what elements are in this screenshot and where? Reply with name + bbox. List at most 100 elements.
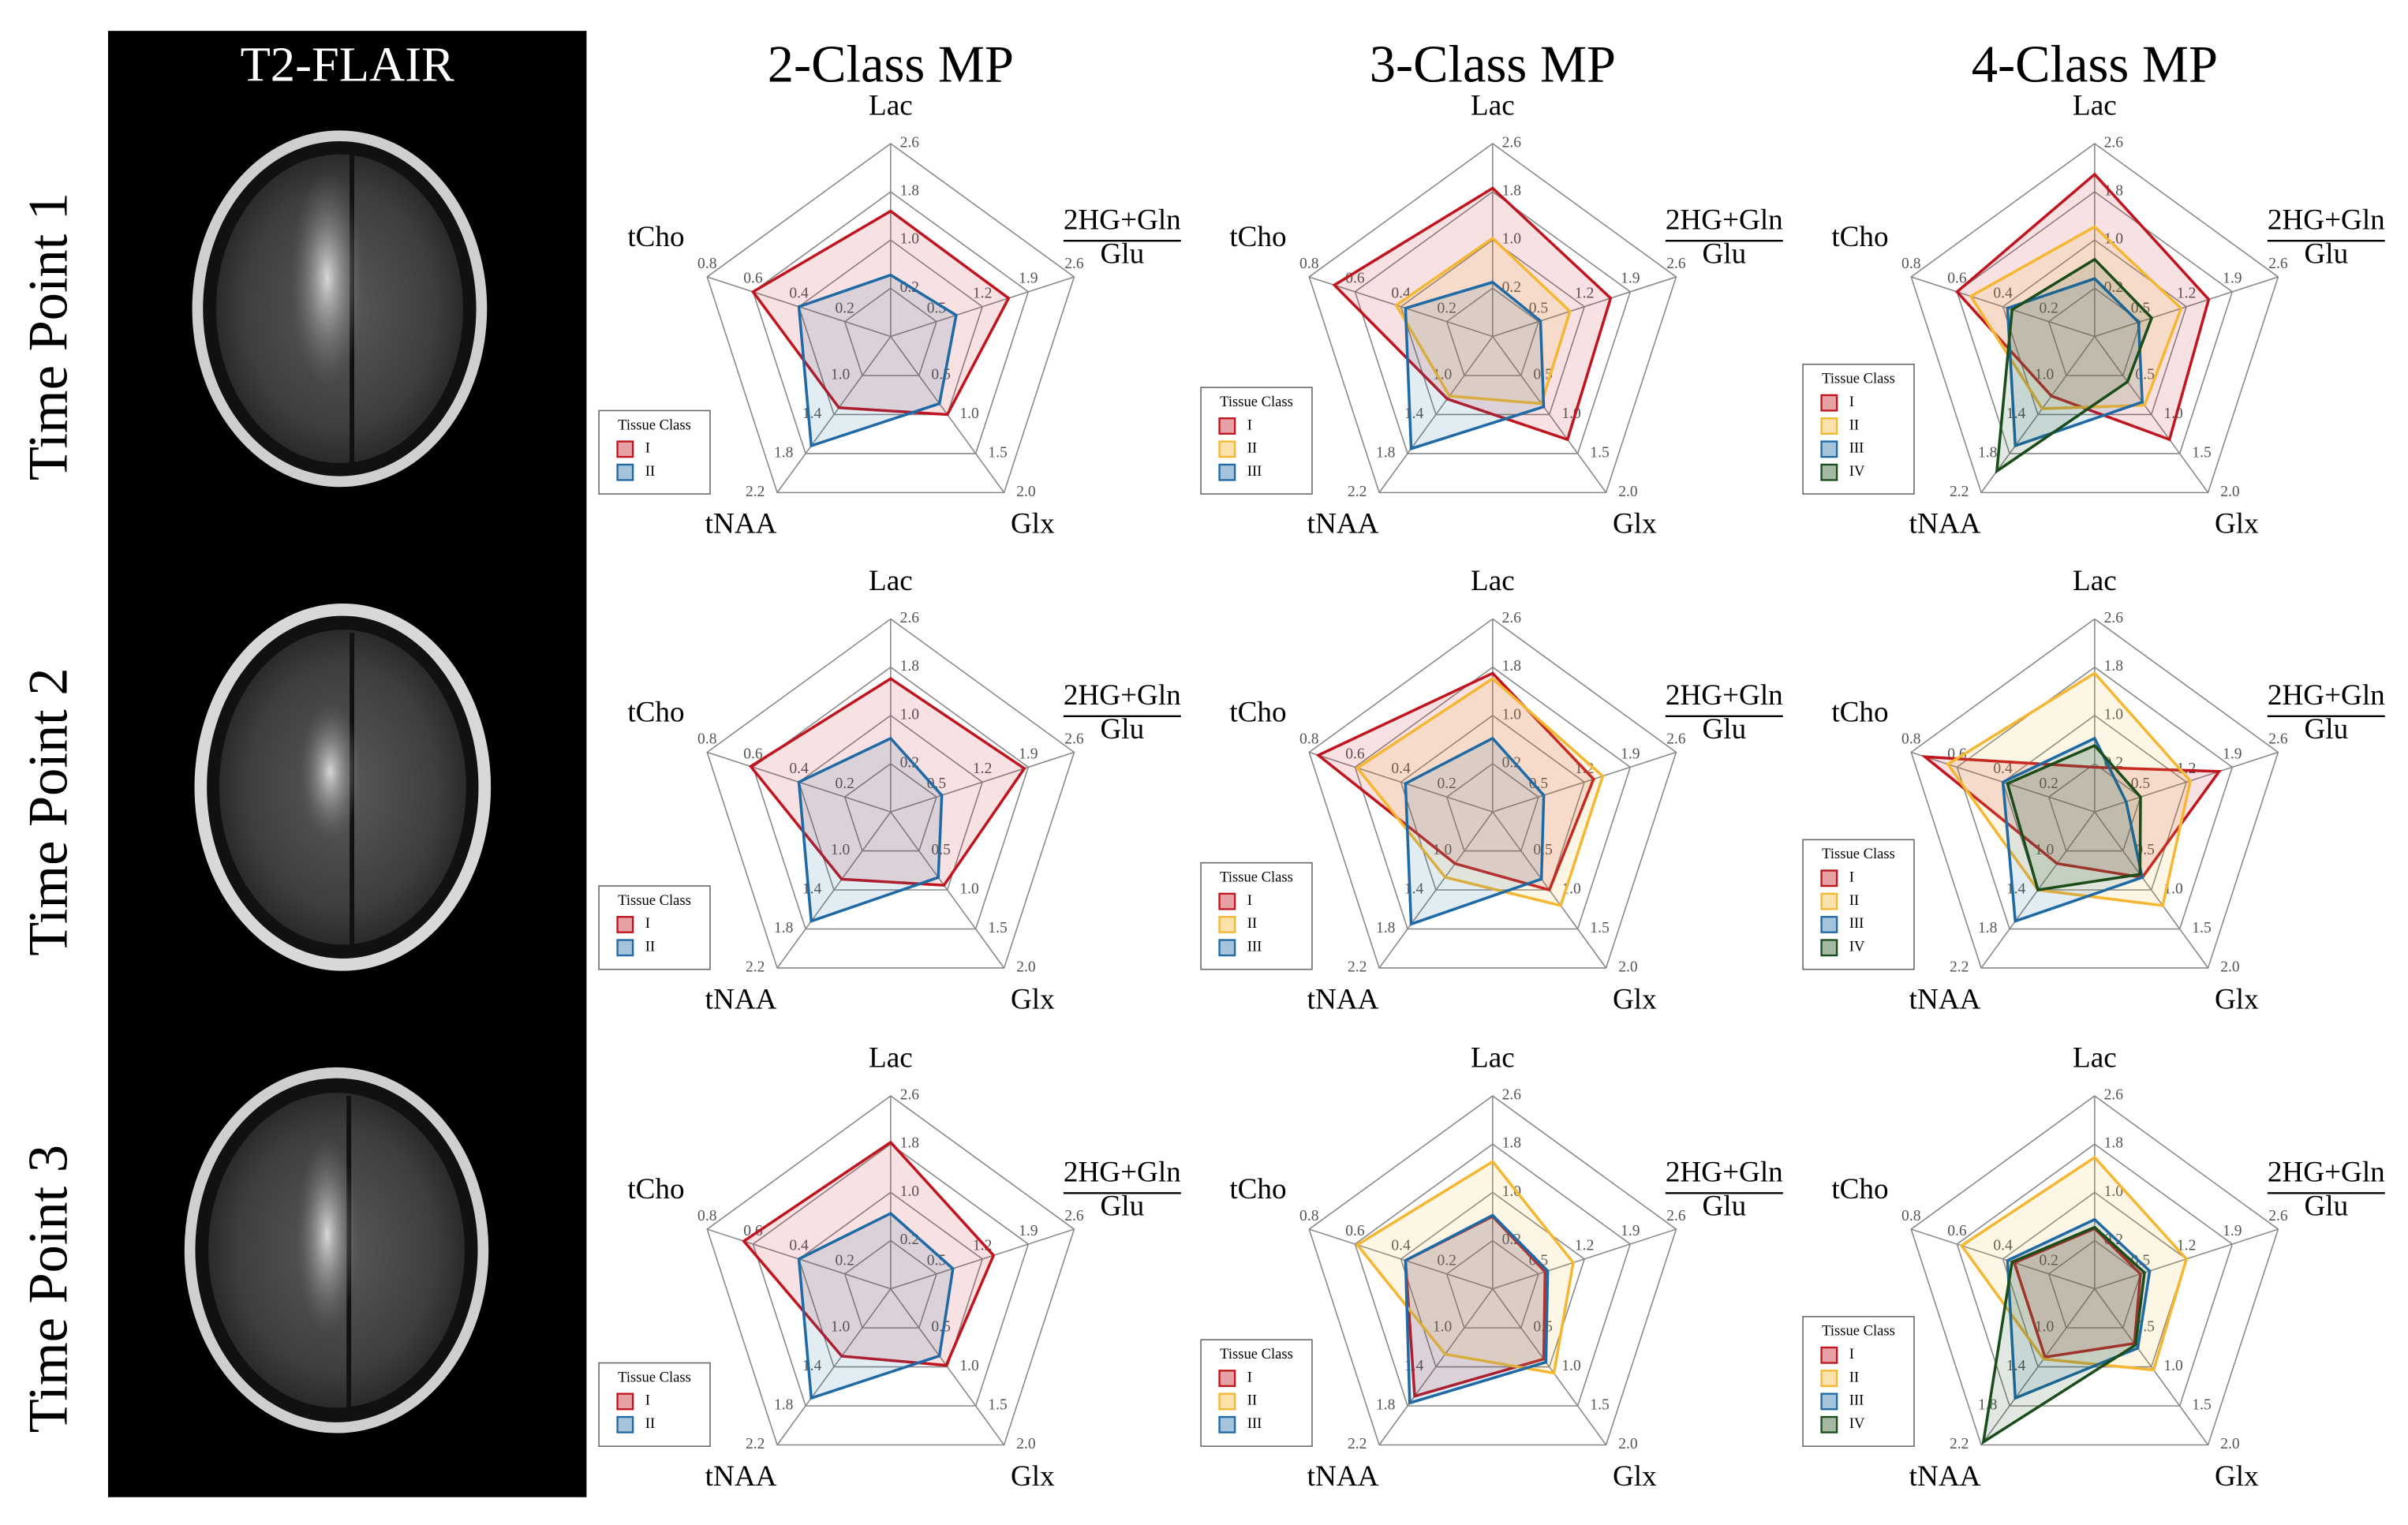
grid-ring <box>798 1191 984 1368</box>
chart-title: 3-Class MP <box>1370 36 1616 93</box>
axis-label: Lac <box>869 1042 913 1075</box>
chart-title: 2-Class MP <box>768 36 1014 93</box>
tick-label: 1.0 <box>1502 1183 1522 1200</box>
series-area <box>2012 1227 2142 1359</box>
axis-label: tNAA <box>1909 1460 1981 1493</box>
axis-label: 2HG+Gln <box>2268 679 2385 712</box>
tick-label: 2.6 <box>900 1087 920 1104</box>
axis-label: Glx <box>1613 983 1657 1015</box>
legend-label: II <box>645 939 655 955</box>
axis-label: Glu <box>1702 237 1746 270</box>
series-area <box>1355 1160 1575 1375</box>
tick-label: 0.4 <box>789 286 809 302</box>
series-area <box>1995 257 2154 474</box>
axis-label: 2HG+Gln <box>1666 679 1783 712</box>
legend-label: I <box>1247 417 1252 433</box>
series-area <box>2001 736 2144 923</box>
tick-label: 0.4 <box>789 1238 809 1254</box>
tick-label: 1.8 <box>1502 183 1522 200</box>
legend-title: Tissue Class <box>618 892 691 909</box>
legend-swatch <box>1820 394 1838 412</box>
tick-label: 0.2 <box>1437 300 1456 316</box>
tick-label: 1.8 <box>2104 658 2124 675</box>
legend-swatch <box>1218 939 1236 957</box>
tick-label: 2.0 <box>2220 1436 2240 1452</box>
tick-label: 2.6 <box>900 610 920 626</box>
tick-label: 2.6 <box>1064 731 1084 747</box>
tick-label: 1.2 <box>1575 286 1594 302</box>
tick-label: 1.0 <box>831 1319 851 1336</box>
row-label: Time Point 1 <box>18 192 80 480</box>
tick-label: 1.9 <box>1621 1223 1640 1239</box>
tick-label: 2.6 <box>1064 256 1084 272</box>
tick-label: 1.0 <box>2104 706 2124 723</box>
tick-label: 1.8 <box>774 444 794 461</box>
legend-swatch <box>1218 1415 1236 1433</box>
axis-label: Glx <box>2215 1460 2259 1493</box>
axis-label: 2HG+Gln <box>1064 204 1181 236</box>
tick-label: 1.2 <box>2177 286 2196 302</box>
tick-label: 1.0 <box>2104 1183 2124 1200</box>
legend-swatch <box>1218 1370 1236 1388</box>
tick-label: 0.2 <box>835 1253 854 1269</box>
legend-label: II <box>645 463 655 480</box>
radar-chart: 0.21.01.82.60.51.21.92.60.51.01.52.01.01… <box>598 1042 1181 1493</box>
legend-swatch <box>1218 417 1236 435</box>
tick-label: 2.6 <box>1666 1208 1686 1224</box>
tick-label: 1.0 <box>2035 366 2055 383</box>
tick-label: 1.2 <box>2177 1238 2196 1254</box>
axis-label: Glu <box>1100 713 1144 746</box>
axis-label: tCho <box>627 221 684 253</box>
tick-label: 0.2 <box>1437 1253 1456 1269</box>
series-area <box>1404 280 1546 451</box>
radar-chart: 0.21.01.82.60.51.21.92.60.51.01.52.01.01… <box>1200 565 1783 1015</box>
grid-ring <box>1956 1143 2234 1407</box>
tick-label: 0.2 <box>1437 776 1456 792</box>
tick-label: 2.2 <box>746 484 765 500</box>
tick-label: 1.5 <box>1590 1397 1610 1414</box>
legend-label: II <box>1247 1392 1257 1409</box>
legend-swatch <box>1820 892 1838 910</box>
grid-ring <box>2047 1239 2141 1329</box>
row-label: Time Point 3 <box>18 1145 80 1433</box>
tick-label: 0.5 <box>931 842 951 858</box>
tick-label: 1.5 <box>1590 920 1610 936</box>
legend-swatch <box>1218 463 1236 481</box>
grid-ring <box>798 239 984 416</box>
grid-ring <box>706 143 1075 494</box>
series-area <box>1315 671 1595 892</box>
legend-label: IV <box>1849 1415 1865 1432</box>
axis-label: tNAA <box>705 1460 777 1493</box>
tick-label: 2.6 <box>2104 610 2124 626</box>
series-area <box>1404 736 1546 926</box>
tick-label: 1.0 <box>959 881 979 898</box>
series-area <box>742 1140 996 1367</box>
tick-label: 1.0 <box>1561 1358 1581 1374</box>
tick-label: 1.0 <box>1502 231 1522 248</box>
axis-label: tCho <box>1229 1173 1286 1205</box>
tick-label: 1.8 <box>1376 920 1396 936</box>
tick-label: 0.6 <box>743 1223 763 1239</box>
grid-ring <box>1956 191 2234 454</box>
tick-label: 1.8 <box>900 658 920 675</box>
tick-label: 0.6 <box>743 746 763 762</box>
grid-ring <box>1308 1095 1677 1446</box>
legend-swatch <box>1820 869 1838 888</box>
tick-label: 1.8 <box>1978 444 1998 461</box>
tick-label: 1.9 <box>1019 746 1038 762</box>
radar-chart: 2-Class MP0.21.01.82.60.51.21.92.60.51.0… <box>598 36 1181 540</box>
legend-title: Tissue Class <box>1822 371 1895 387</box>
axis-label: tNAA <box>1307 508 1379 540</box>
tick-label: 0.8 <box>1299 1208 1319 1224</box>
axis-label: tNAA <box>1909 508 1981 540</box>
grid-ring <box>706 1095 1075 1446</box>
grid-ring <box>1910 1095 2279 1446</box>
grid-ring <box>843 287 937 376</box>
tick-label: 1.5 <box>988 1397 1008 1414</box>
axis-label: 2HG+Gln <box>2268 1156 2385 1188</box>
tick-label: 1.0 <box>1433 366 1453 383</box>
axis-label: Lac <box>2073 565 2117 597</box>
legend-title: Tissue Class <box>1220 1346 1293 1362</box>
axis-label: tNAA <box>1307 983 1379 1015</box>
